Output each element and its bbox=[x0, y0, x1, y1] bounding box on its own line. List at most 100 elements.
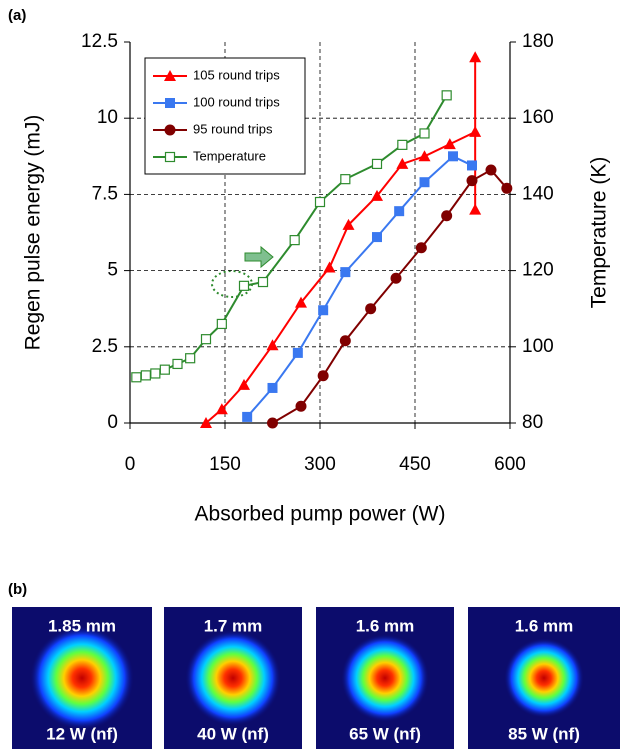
beam-panel: 1.85 mm 12 W (nf) bbox=[12, 607, 152, 749]
marker bbox=[200, 334, 212, 345]
beam-diameter: 1.85 mm bbox=[48, 616, 116, 635]
x-tick-label: 600 bbox=[494, 454, 526, 475]
y2-axis-title: Temperature (K) bbox=[588, 157, 611, 309]
marker bbox=[419, 177, 430, 188]
beam-panel: 1.6 mm 85 W (nf) bbox=[468, 607, 620, 749]
panel-label: (a) bbox=[8, 7, 26, 24]
marker bbox=[323, 261, 336, 273]
legend-label: 95 round trips bbox=[193, 121, 273, 136]
marker bbox=[289, 235, 300, 246]
marker bbox=[371, 158, 383, 170]
marker bbox=[238, 378, 250, 390]
marker bbox=[448, 151, 458, 162]
marker bbox=[267, 382, 278, 393]
y-tick-label: 5 bbox=[107, 260, 118, 281]
marker bbox=[318, 305, 329, 316]
x-tick-label: 150 bbox=[209, 454, 241, 475]
beam-power: 12 W (nf) bbox=[46, 724, 118, 743]
marker bbox=[396, 157, 409, 169]
beam-diameter: 1.6 mm bbox=[515, 616, 574, 635]
x-tick-label: 0 bbox=[125, 454, 136, 475]
legend-marker bbox=[164, 70, 176, 81]
marker bbox=[140, 370, 151, 381]
legend-label: 105 round trips bbox=[193, 67, 280, 82]
y-tick-label: 7.5 bbox=[92, 183, 118, 204]
beam-power: 65 W (nf) bbox=[349, 724, 421, 743]
y2-tick-label: 160 bbox=[522, 107, 554, 128]
marker bbox=[467, 160, 477, 171]
marker bbox=[295, 296, 307, 308]
marker bbox=[501, 182, 513, 194]
marker bbox=[342, 218, 355, 230]
marker bbox=[340, 174, 351, 185]
marker bbox=[257, 276, 269, 288]
marker bbox=[469, 203, 482, 215]
beam-panel: 1.7 mm 40 W (nf) bbox=[164, 607, 302, 749]
beam-spot bbox=[341, 634, 429, 722]
marker bbox=[314, 196, 326, 208]
y2-tick-label: 120 bbox=[522, 260, 554, 281]
y-tick-label: 10 bbox=[97, 107, 118, 128]
series-line bbox=[246, 155, 473, 418]
annotation-arrow bbox=[244, 245, 274, 269]
x-axis-title: Absorbed pump power (W) bbox=[195, 503, 446, 526]
marker bbox=[216, 318, 227, 330]
marker bbox=[159, 364, 170, 375]
legend-label: Temperature bbox=[193, 148, 266, 163]
marker bbox=[340, 267, 351, 278]
y2-tick-label: 140 bbox=[522, 183, 554, 204]
panel-label: (b) bbox=[8, 581, 27, 598]
marker bbox=[365, 303, 377, 315]
marker bbox=[441, 210, 453, 222]
marker bbox=[415, 242, 427, 254]
marker bbox=[185, 353, 196, 364]
y-tick-label: 12.5 bbox=[81, 31, 118, 52]
marker bbox=[172, 358, 183, 370]
beam-panel: 1.6 mm 65 W (nf) bbox=[316, 607, 454, 749]
y2-tick-label: 80 bbox=[522, 412, 543, 433]
marker bbox=[295, 400, 307, 412]
marker bbox=[200, 417, 212, 428]
marker bbox=[397, 139, 408, 150]
marker bbox=[394, 206, 405, 217]
beam-diameter: 1.7 mm bbox=[204, 616, 263, 635]
y2-tick-label: 180 bbox=[522, 31, 554, 52]
y2-tick-label: 100 bbox=[522, 336, 554, 357]
marker bbox=[150, 368, 161, 379]
series-line bbox=[271, 168, 508, 424]
beam-diameter: 1.6 mm bbox=[356, 616, 415, 635]
marker bbox=[238, 280, 250, 291]
marker bbox=[339, 335, 351, 347]
beam-power: 85 W (nf) bbox=[508, 724, 580, 743]
marker bbox=[266, 339, 279, 351]
marker bbox=[371, 189, 383, 201]
marker bbox=[292, 347, 303, 358]
marker bbox=[441, 90, 452, 101]
beam-power: 40 W (nf) bbox=[197, 724, 269, 743]
beam-spot bbox=[30, 626, 134, 730]
marker bbox=[466, 175, 478, 187]
y-axis-title: Regen pulse energy (mJ) bbox=[22, 115, 45, 351]
marker bbox=[418, 150, 431, 162]
marker bbox=[390, 272, 402, 284]
y-tick-label: 0 bbox=[107, 412, 118, 433]
marker bbox=[242, 411, 253, 422]
marker bbox=[469, 125, 482, 137]
marker bbox=[485, 164, 497, 176]
legend-marker bbox=[164, 124, 176, 136]
marker bbox=[419, 128, 430, 139]
marker bbox=[443, 138, 456, 150]
marker bbox=[469, 51, 482, 63]
legend-marker bbox=[165, 98, 175, 108]
y-tick-label: 2.5 bbox=[92, 336, 118, 357]
legend-label: 100 round trips bbox=[193, 94, 280, 109]
marker bbox=[215, 403, 228, 415]
x-tick-label: 450 bbox=[399, 454, 431, 475]
marker bbox=[317, 370, 329, 382]
legend-marker bbox=[164, 151, 176, 163]
beam-spot bbox=[185, 630, 281, 726]
marker bbox=[267, 417, 278, 429]
marker bbox=[372, 232, 382, 243]
x-tick-label: 300 bbox=[304, 454, 336, 475]
